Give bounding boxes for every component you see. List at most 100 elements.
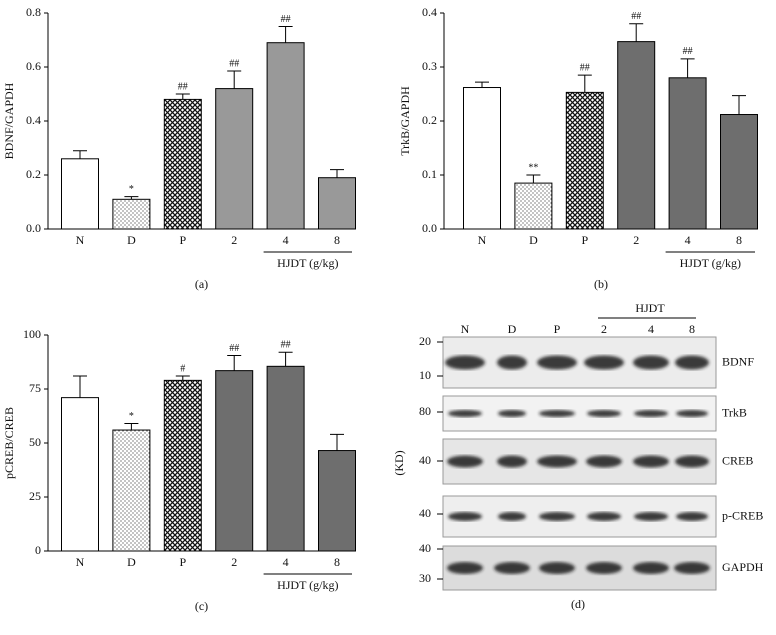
blot-band <box>674 562 710 574</box>
blot-band <box>445 355 485 370</box>
x-tick-label: 8 <box>334 555 340 569</box>
blot-band <box>537 355 577 370</box>
blot-band <box>539 512 575 521</box>
bar <box>215 88 254 230</box>
significance-label: ## <box>229 343 239 354</box>
blot-band <box>448 512 482 521</box>
panel-label: (c) <box>195 599 208 613</box>
x-tick-label: 8 <box>334 233 340 247</box>
x-tick-label: 4 <box>685 233 691 247</box>
y-tick-label: 0.6 <box>26 59 41 73</box>
error-bar <box>577 74 592 93</box>
blot-band <box>587 512 621 521</box>
error-bar <box>330 433 344 451</box>
lane-label: P <box>554 322 561 336</box>
blot-band <box>633 455 669 468</box>
y-tick-label: 0 <box>35 543 41 557</box>
error-bar <box>227 355 242 371</box>
error-bar <box>175 93 190 100</box>
significance-label: ## <box>281 14 291 25</box>
error-bar <box>175 375 190 381</box>
error-bar <box>330 169 344 178</box>
y-tick-label: 0.4 <box>26 113 41 127</box>
error-bar <box>124 423 139 431</box>
row-label: BDNF <box>722 354 754 368</box>
bar <box>514 182 553 230</box>
bar <box>720 114 758 230</box>
x-tick-label: N <box>76 555 85 569</box>
blot-band <box>539 562 575 574</box>
x-tick-label: D <box>127 233 136 247</box>
blot-strip <box>442 438 717 485</box>
bar <box>61 397 99 552</box>
blot-strip <box>442 395 717 432</box>
blot-band <box>448 410 482 417</box>
x-tick-label: D <box>127 555 136 569</box>
row-label: TrkB <box>722 405 747 419</box>
significance-label: * <box>129 184 134 195</box>
y-axis-label: TrkB/GAPDH <box>398 86 412 156</box>
y-tick-label: 0.8 <box>26 5 41 19</box>
bar <box>318 177 356 230</box>
y-tick-label: 75 <box>29 381 41 395</box>
error-bar <box>124 196 139 200</box>
lane-label: 2 <box>601 322 607 336</box>
blot-band <box>584 355 624 370</box>
significance-label: ## <box>281 340 291 351</box>
error-bar <box>278 26 293 43</box>
lane-label: 4 <box>648 322 654 336</box>
row-label: GAPDH <box>722 560 764 574</box>
x-tick-label: D <box>529 233 538 247</box>
y-tick-label: 100 <box>23 327 41 341</box>
significance-label: ## <box>580 62 590 73</box>
y-tick-label: 25 <box>29 489 41 503</box>
bar <box>215 370 254 552</box>
y-axis-label: pCREB/CREB <box>2 407 16 479</box>
blot-band <box>586 455 622 468</box>
bar <box>617 41 656 230</box>
blot-band <box>497 355 527 370</box>
marker-label: 40 <box>419 453 431 467</box>
lane-label: D <box>508 322 517 336</box>
group-label: HJDT <box>635 301 665 315</box>
blot-band <box>539 410 575 417</box>
x-tick-label: P <box>179 555 186 569</box>
blot-band <box>675 355 709 370</box>
marker-label: 40 <box>419 506 431 520</box>
x-tick-label: P <box>581 233 588 247</box>
blot-band <box>676 512 708 521</box>
y-tick-label: 0.2 <box>422 113 437 127</box>
significance-label: ## <box>178 81 188 92</box>
x-tick-label: 2 <box>231 555 237 569</box>
marker-label: 20 <box>419 334 431 348</box>
row-label: CREB <box>722 453 753 467</box>
blot-strip <box>442 545 717 591</box>
x-tick-label: N <box>76 233 85 247</box>
blot-band <box>634 410 668 417</box>
x-tick-label: P <box>179 233 186 247</box>
marker-label: 40 <box>419 541 431 555</box>
y-tick-label: 0.4 <box>422 5 437 19</box>
blot-band <box>634 512 668 521</box>
blot-strip <box>442 495 717 538</box>
significance-label: ** <box>528 162 538 173</box>
blot-strip <box>442 336 717 389</box>
panel-label: (a) <box>195 277 208 291</box>
error-bar <box>680 58 695 78</box>
panel-label: (d) <box>571 597 585 611</box>
blot-band <box>447 455 483 468</box>
bar <box>463 87 501 230</box>
error-bar <box>227 70 242 89</box>
blot-band <box>587 410 621 417</box>
bar <box>266 365 305 552</box>
marker-label: 10 <box>419 368 431 382</box>
error-bar <box>629 23 644 42</box>
error-bar <box>475 81 489 88</box>
panel-label: (b) <box>594 277 608 291</box>
x-tick-label: 2 <box>633 233 639 247</box>
bar <box>565 91 604 230</box>
lane-label: N <box>461 322 470 336</box>
significance-label: * <box>129 411 134 422</box>
y-tick-label: 0.0 <box>26 221 41 235</box>
